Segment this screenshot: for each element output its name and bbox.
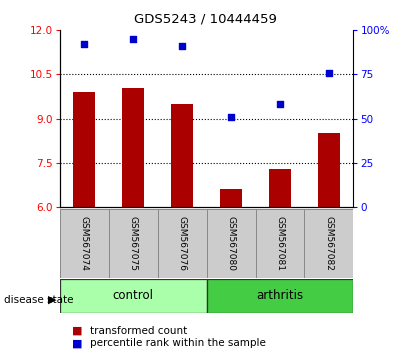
Text: control: control <box>113 290 154 302</box>
Bar <box>318 133 340 207</box>
Bar <box>269 169 291 207</box>
Bar <box>122 87 144 207</box>
Text: GSM567081: GSM567081 <box>275 216 284 271</box>
Point <box>179 43 185 49</box>
Text: GDS5243 / 10444459: GDS5243 / 10444459 <box>134 12 277 25</box>
Bar <box>220 189 242 207</box>
Bar <box>73 92 95 207</box>
Text: ■: ■ <box>72 326 83 336</box>
Bar <box>305 209 353 278</box>
Text: percentile rank within the sample: percentile rank within the sample <box>90 338 266 348</box>
Text: GSM567074: GSM567074 <box>80 216 89 271</box>
Point <box>81 41 88 47</box>
Text: disease state: disease state <box>4 295 74 305</box>
Point <box>130 36 136 42</box>
Bar <box>60 279 206 313</box>
Bar <box>256 209 305 278</box>
Point <box>228 114 234 120</box>
Bar <box>206 209 256 278</box>
Text: arthritis: arthritis <box>256 290 304 302</box>
Bar <box>157 209 206 278</box>
Bar <box>171 104 193 207</box>
Bar <box>206 279 353 313</box>
Text: ■: ■ <box>72 338 83 348</box>
Text: ▶: ▶ <box>48 295 57 305</box>
Text: transformed count: transformed count <box>90 326 188 336</box>
Bar <box>109 209 157 278</box>
Point <box>326 70 332 75</box>
Bar <box>60 209 109 278</box>
Point <box>277 102 283 107</box>
Text: GSM567076: GSM567076 <box>178 216 187 271</box>
Text: GSM567080: GSM567080 <box>226 216 236 271</box>
Text: GSM567075: GSM567075 <box>129 216 138 271</box>
Text: GSM567082: GSM567082 <box>324 216 333 271</box>
